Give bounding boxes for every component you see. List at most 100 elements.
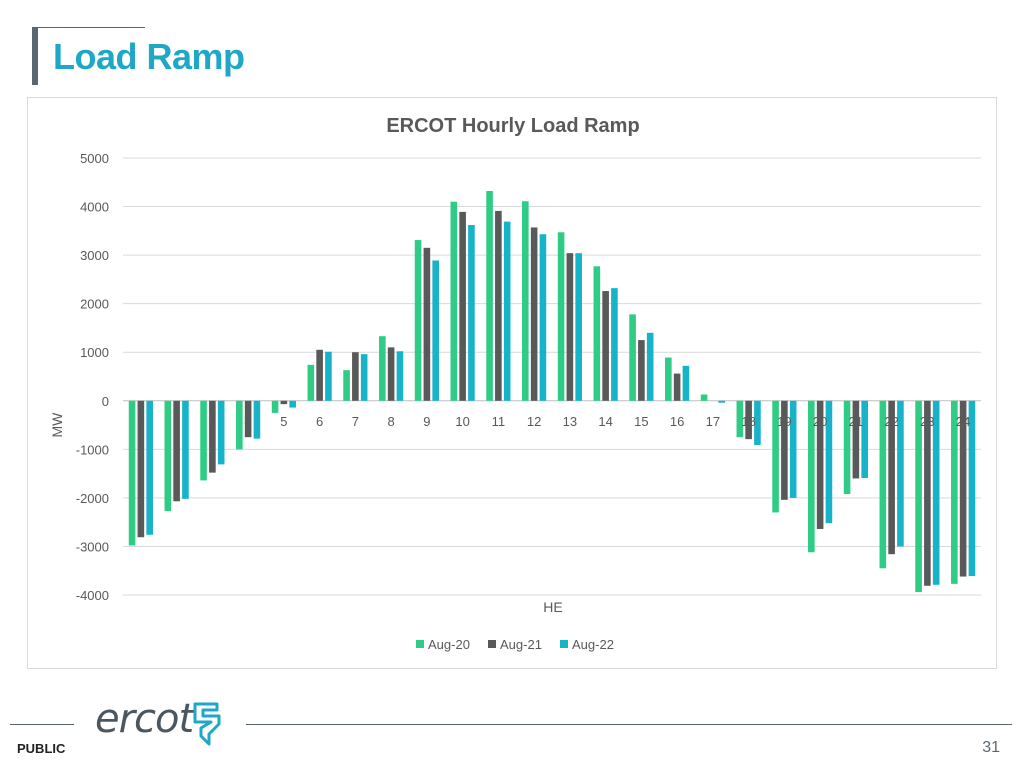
y-tick-label: -2000 — [76, 491, 109, 506]
footer-classification: PUBLIC — [17, 741, 66, 756]
bar-Aug-20-14 — [593, 266, 601, 401]
x-tick-label: 10 — [455, 414, 469, 429]
page-number: 31 — [982, 739, 1000, 756]
bar-Aug-22-8 — [396, 351, 404, 401]
bar-Aug-21-7 — [352, 352, 359, 401]
legend-swatch — [416, 640, 424, 648]
bar-Aug-20-13 — [557, 232, 565, 401]
x-tick-label: 8 — [388, 414, 395, 429]
footer-divider-left — [10, 724, 74, 725]
title-accent-line — [38, 27, 145, 28]
legend-swatch — [488, 640, 496, 648]
bar-Aug-22-6 — [325, 351, 332, 401]
bar-Aug-22-9 — [432, 260, 439, 401]
bar-Aug-20-24 — [951, 400, 958, 584]
bar-Aug-20-21 — [843, 400, 851, 495]
legend: Aug-20 Aug-21 Aug-22 — [416, 637, 614, 652]
y-tick-label: -3000 — [76, 539, 109, 554]
bar-Aug-21-5 — [280, 400, 288, 405]
bar-Aug-21-20 — [816, 400, 824, 529]
gridlines — [123, 157, 981, 596]
bar-Aug-20-11 — [486, 191, 493, 401]
bar-Aug-20-10 — [450, 201, 458, 401]
x-tick-label: 19 — [777, 414, 791, 429]
y-tick-label: -1000 — [76, 442, 109, 457]
x-tick-label: 24 — [956, 414, 970, 429]
bar-Aug-21-9 — [423, 247, 431, 401]
bar-Aug-22-18 — [754, 400, 761, 445]
load-ramp-chart: ERCOT Hourly Load Ramp MW HE 5000 4000 300… — [49, 115, 981, 652]
y-tick-label: 4000 — [80, 200, 109, 215]
bar-Aug-22-10 — [468, 225, 475, 401]
x-tick-label: 22 — [884, 414, 898, 429]
x-tick-label: 21 — [849, 414, 863, 429]
y-tick-label: 2000 — [80, 297, 109, 312]
bar-Aug-22-16 — [682, 365, 690, 401]
y-tick-label: 1000 — [80, 345, 109, 360]
bar-Aug-20-16 — [665, 357, 672, 401]
y-axis-label: MW — [49, 412, 65, 438]
bar-Aug-22-23 — [932, 400, 940, 585]
texas-logo-icon — [193, 702, 221, 746]
bar-Aug-22-21 — [861, 400, 868, 478]
bar-Aug-22-3 — [217, 400, 225, 465]
bar-Aug-21-12 — [530, 227, 538, 401]
y-tick-label: -4000 — [76, 588, 109, 603]
x-tick-label: 12 — [527, 414, 541, 429]
bar-Aug-21-3 — [209, 400, 216, 473]
bar-Aug-20-20 — [808, 400, 815, 553]
legend-label: Aug-21 — [500, 637, 542, 652]
bar-Aug-20-6 — [307, 364, 315, 401]
bar-Aug-21-4 — [244, 400, 252, 438]
bar-Aug-20-12 — [522, 201, 529, 401]
x-tick-label: 7 — [352, 414, 359, 429]
bar-Aug-21-18 — [745, 400, 752, 440]
x-tick-label: 15 — [634, 414, 648, 429]
bar-Aug-22-15 — [646, 332, 654, 401]
bar-Aug-22-17 — [718, 400, 725, 403]
bar-Aug-22-19 — [789, 400, 797, 498]
bar-Aug-20-15 — [629, 314, 636, 401]
bar-Aug-20-2 — [164, 400, 172, 511]
bar-Aug-22-4 — [253, 400, 261, 439]
bar-Aug-20-4 — [236, 400, 243, 450]
bar-Aug-22-1 — [146, 400, 153, 535]
x-tick-label: 23 — [920, 414, 934, 429]
bar-Aug-22-14 — [611, 288, 618, 401]
bar-Aug-21-21 — [852, 400, 860, 479]
x-tick-label: 5 — [280, 414, 287, 429]
x-tick-label: 11 — [492, 414, 506, 429]
bar-Aug-21-10 — [459, 211, 466, 401]
bar-Aug-21-1 — [137, 400, 145, 538]
bar-Aug-21-2 — [173, 400, 180, 502]
bar-Aug-21-19 — [781, 400, 788, 500]
y-tick-label: 5000 — [80, 151, 109, 166]
bar-Aug-20-18 — [736, 400, 744, 438]
legend-label: Aug-22 — [572, 637, 614, 652]
y-tick-labels: 5000 4000 3000 2000 1000 0 -1000 -2000 -3000 -400… — [76, 151, 109, 603]
bar-Aug-20-7 — [343, 370, 350, 401]
bar-Aug-21-15 — [638, 340, 645, 401]
x-tick-label: 13 — [563, 414, 577, 429]
bar-Aug-20-8 — [379, 336, 386, 401]
bar-Aug-22-12 — [539, 234, 547, 401]
bar-Aug-20-17 — [700, 394, 708, 401]
y-tick-label: 3000 — [80, 248, 109, 263]
bar-Aug-21-24 — [959, 400, 967, 577]
chart-frame: ERCOT Hourly Load Ramp MW HE 5000 4000 300… — [27, 97, 997, 669]
bar-Aug-20-5 — [271, 400, 279, 413]
logo-wordmark: ercot — [95, 696, 194, 742]
x-tick-label: 18 — [741, 414, 755, 429]
bar-Aug-21-16 — [673, 373, 681, 401]
x-tick-label: 2 — [173, 414, 180, 429]
y-tick-label: 0 — [102, 394, 109, 409]
x-tick-label: 17 — [706, 414, 720, 429]
bar-Aug-21-14 — [602, 291, 609, 401]
page-title: Load Ramp — [53, 36, 245, 77]
bar-Aug-22-22 — [897, 400, 904, 547]
x-tick-labels: 1 2 3 4 5 6 7 8 9 10 11 12 13 14 15 16 17 18 19 20 21 22 23 24 — [137, 414, 970, 429]
x-tick-label: 14 — [598, 414, 612, 429]
bar-Aug-21-6 — [316, 349, 323, 401]
x-tick-label: 20 — [813, 414, 827, 429]
bar-Aug-20-23 — [915, 400, 922, 593]
